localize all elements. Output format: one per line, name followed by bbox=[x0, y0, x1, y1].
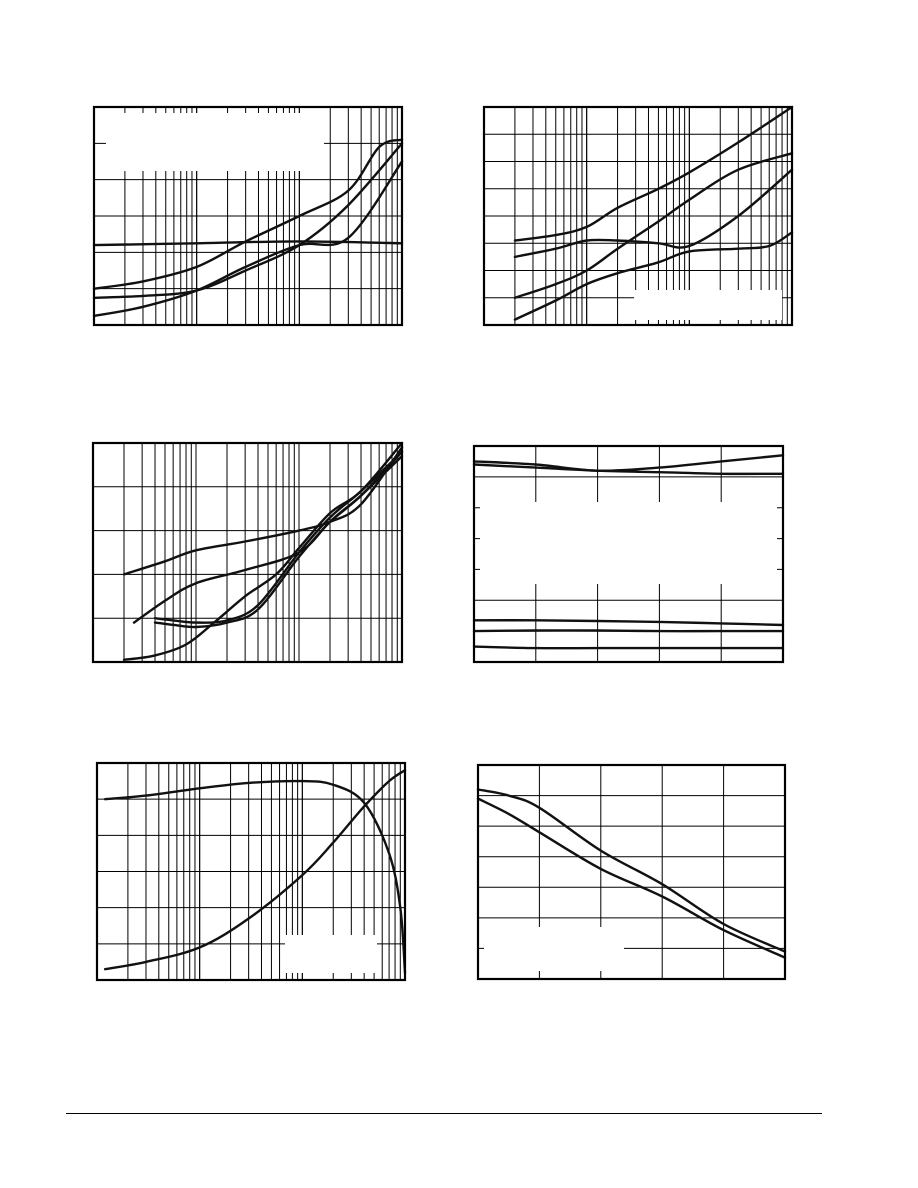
series-line-2 bbox=[472, 463, 785, 476]
footer-rule bbox=[66, 1113, 822, 1114]
chart-5 bbox=[95, 761, 407, 982]
label-area bbox=[106, 113, 324, 171]
chart-4 bbox=[472, 444, 785, 664]
series-line-3 bbox=[472, 619, 785, 627]
series-line-4 bbox=[92, 240, 404, 247]
label-area bbox=[480, 502, 777, 584]
chart-1 bbox=[92, 105, 404, 327]
series-line-3 bbox=[513, 152, 794, 299]
label-area bbox=[484, 927, 624, 971]
series-line-2 bbox=[513, 168, 794, 259]
plot-frame bbox=[476, 763, 787, 981]
plot-frame bbox=[472, 444, 785, 664]
series-line-1 bbox=[472, 454, 785, 472]
plot-frame bbox=[92, 105, 404, 327]
label-area bbox=[634, 290, 782, 320]
series-line-2 bbox=[476, 797, 787, 959]
series-line-3 bbox=[153, 450, 404, 624]
chart-2 bbox=[482, 105, 794, 327]
plot-frame bbox=[91, 441, 404, 664]
series-line-1 bbox=[476, 788, 787, 953]
series-line-1 bbox=[122, 446, 404, 576]
chart-6 bbox=[476, 763, 787, 981]
series-line-1 bbox=[513, 105, 794, 242]
series-line-4 bbox=[513, 231, 794, 321]
chart-3 bbox=[91, 441, 404, 664]
series-line-3 bbox=[92, 160, 404, 318]
series-line-5 bbox=[472, 645, 785, 650]
series-line-5 bbox=[122, 441, 404, 661]
plot-frame bbox=[95, 761, 407, 982]
series-line-2 bbox=[92, 142, 404, 299]
series-line-4 bbox=[153, 454, 404, 629]
series-line-2 bbox=[103, 769, 407, 971]
series-line-1 bbox=[103, 779, 407, 974]
label-area bbox=[285, 935, 377, 973]
plot-frame bbox=[482, 105, 794, 327]
series-line-4 bbox=[472, 629, 785, 633]
series-line-1 bbox=[92, 138, 404, 290]
